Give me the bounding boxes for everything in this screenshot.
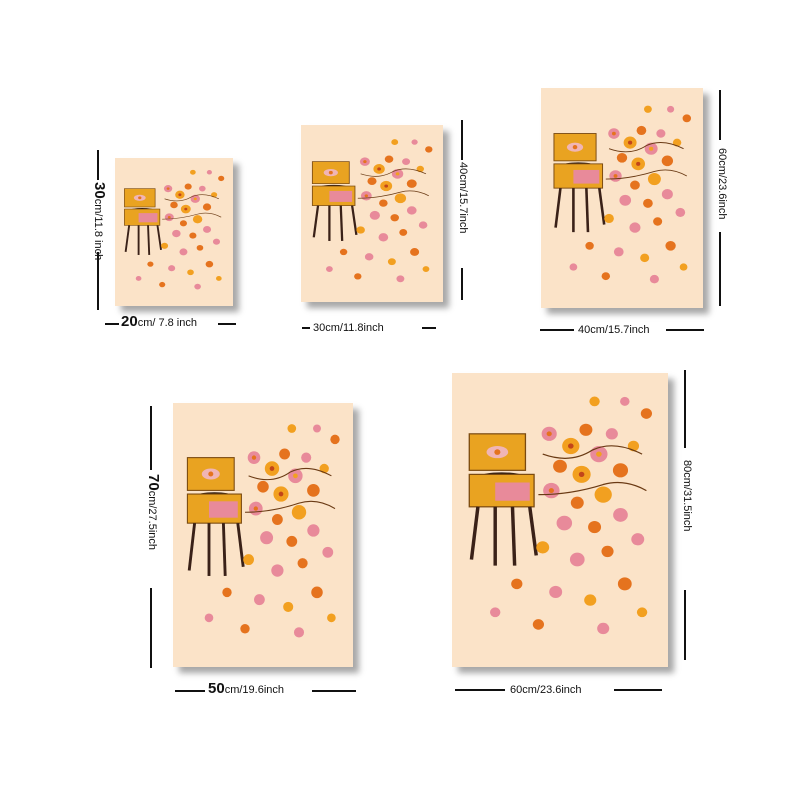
height-line: [150, 406, 152, 470]
width-label-40x60: 40cm/15.7inch: [578, 324, 650, 336]
poster-60x80: [452, 373, 668, 667]
width-line: [540, 329, 574, 331]
width-line: [312, 690, 356, 692]
height-line: [97, 150, 99, 180]
poster-30x40: [301, 125, 443, 302]
height-line: [684, 370, 686, 448]
width-line: [302, 327, 310, 329]
width-line: [455, 689, 505, 691]
height-line: [150, 588, 152, 668]
width-label-50x70: 50cm/19.6inch: [208, 680, 284, 697]
height-label-20x30: 30cm/11.8 inch: [91, 182, 108, 261]
height-line: [461, 120, 463, 160]
height-line: [97, 252, 99, 310]
poster-artwork: [301, 125, 443, 302]
height-label-40x60: 60cm/23.6inch: [716, 148, 728, 220]
height-line: [461, 268, 463, 300]
width-line: [218, 323, 236, 325]
width-line: [105, 323, 119, 325]
height-line: [719, 90, 721, 140]
poster-50x70: [173, 403, 353, 667]
poster-artwork: [173, 403, 353, 667]
width-label-60x80: 60cm/23.6inch: [510, 684, 582, 696]
width-label-20x30: 20cm/ 7.8 inch: [121, 313, 197, 330]
width-line: [175, 690, 205, 692]
height-line: [719, 232, 721, 306]
height-label-60x80: 80cm/31.5inch: [681, 460, 693, 532]
height-label-50x70: 70cm/27.5inch: [145, 474, 162, 550]
poster-20x30: [115, 158, 233, 306]
poster-artwork: [541, 88, 703, 308]
height-line: [684, 590, 686, 660]
width-line: [614, 689, 662, 691]
width-label-30x40: 30cm/11.8inch: [313, 322, 384, 334]
poster-artwork: [115, 158, 233, 306]
poster-artwork: [452, 373, 668, 667]
width-line: [666, 329, 704, 331]
width-line: [422, 327, 436, 329]
height-label-30x40: 40cm/15.7inch: [457, 162, 469, 234]
poster-40x60: [541, 88, 703, 308]
